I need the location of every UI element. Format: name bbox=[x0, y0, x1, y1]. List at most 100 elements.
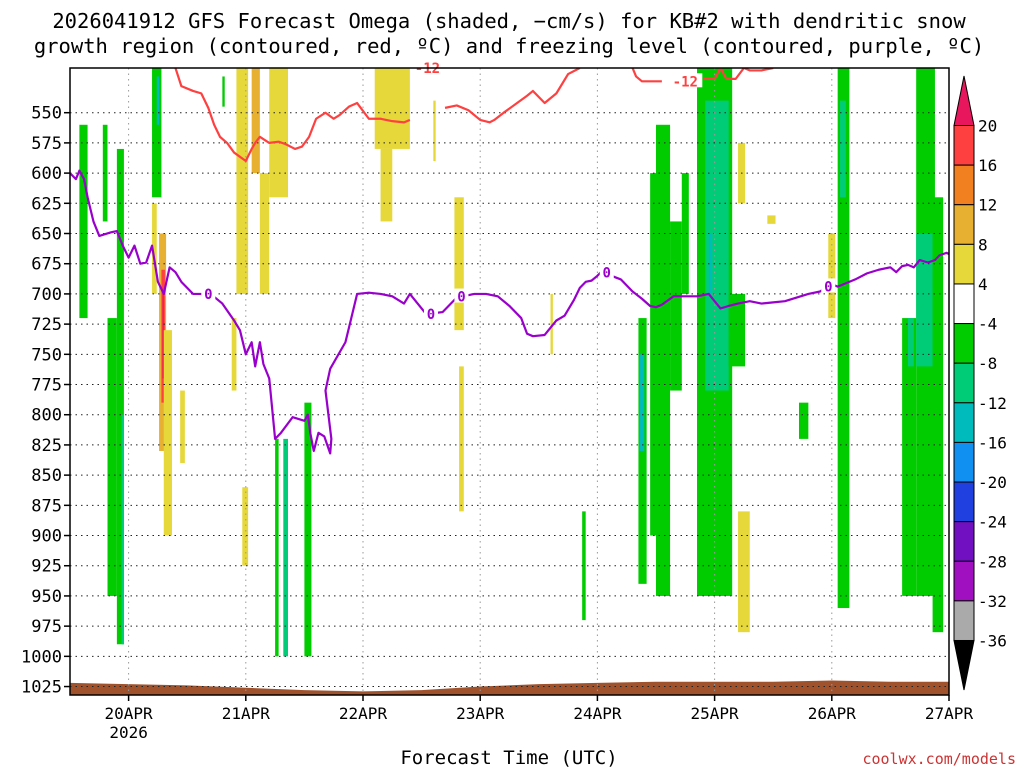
colorbar-label: 12 bbox=[978, 196, 997, 215]
contour-label-bg bbox=[668, 73, 703, 88]
colorbar-label: -36 bbox=[978, 631, 1007, 650]
contour-label-bg bbox=[423, 306, 438, 321]
y-tick-label: 575 bbox=[31, 134, 62, 154]
contour-label: 0 bbox=[204, 287, 212, 303]
y-tick-label: 750 bbox=[31, 345, 62, 365]
colorbar-label: -16 bbox=[978, 433, 1007, 452]
contour-label-bg bbox=[454, 288, 469, 303]
y-tick-label: 775 bbox=[31, 376, 62, 396]
omega-shade-cell bbox=[837, 68, 850, 609]
omega-shade-cell bbox=[840, 100, 846, 198]
colorbar-label: -28 bbox=[978, 552, 1007, 571]
omega-shade-cell bbox=[251, 68, 260, 174]
contour-label: -12 bbox=[673, 74, 698, 90]
omega-shade-cell bbox=[102, 124, 108, 222]
omega-shade-cell bbox=[152, 203, 157, 294]
omega-shading bbox=[79, 68, 944, 657]
x-tick-label: 27APR bbox=[925, 704, 974, 723]
contour-label-bg bbox=[410, 60, 445, 74]
y-tick-label: 825 bbox=[31, 436, 62, 456]
omega-shade-cell bbox=[304, 402, 312, 657]
omega-shade-cell bbox=[231, 318, 237, 391]
y-tick-label: 900 bbox=[31, 527, 62, 547]
omega-shade-cell bbox=[454, 197, 464, 331]
colorbar-label: 20 bbox=[978, 117, 997, 136]
x-tick-label: 24APR bbox=[573, 704, 622, 723]
omega-shade-cell bbox=[639, 354, 645, 451]
omega-shade-cell bbox=[107, 318, 117, 596]
omega-shade-cell bbox=[180, 390, 185, 464]
colorbar-label: -24 bbox=[978, 513, 1007, 532]
omega-shade-cell bbox=[162, 293, 164, 379]
colorbar-bottom-triangle bbox=[953, 639, 975, 691]
omega-shade-cell bbox=[152, 68, 162, 198]
colorbar-segment bbox=[953, 521, 975, 562]
x-tick-label: 22APR bbox=[339, 704, 388, 723]
y-tick-label: 675 bbox=[31, 255, 62, 275]
y-tick-label: 725 bbox=[31, 315, 62, 335]
omega-shade-cell bbox=[275, 438, 279, 657]
colorbar-segment bbox=[953, 362, 975, 404]
contours bbox=[70, 68, 949, 455]
contour-label: 0 bbox=[427, 307, 435, 323]
omega-shade-cell bbox=[283, 438, 288, 657]
contour-line bbox=[631, 68, 662, 83]
colorbar-segment bbox=[953, 164, 975, 206]
grid bbox=[70, 68, 950, 695]
x-tick-label: 20APR bbox=[105, 704, 154, 723]
omega-shade-cell bbox=[907, 318, 914, 367]
y-tick-label: 625 bbox=[31, 194, 62, 214]
omega-shade-cell bbox=[79, 124, 88, 319]
colorbar: 20 16 12 8 4 -4 -8 -12 -16 -20 -24 -28 -32 -36 bbox=[953, 75, 1007, 691]
terrain-fill bbox=[70, 680, 949, 695]
y-tick-label: 850 bbox=[31, 466, 62, 486]
y-tick-label: 925 bbox=[31, 557, 62, 577]
colorbar-label: -8 bbox=[978, 354, 997, 373]
omega-shade-cell bbox=[582, 511, 586, 621]
plot-frame bbox=[69, 67, 950, 696]
omega-shade-cell bbox=[459, 366, 464, 512]
omega-shade-cell bbox=[738, 511, 750, 633]
colorbar-label: -4 bbox=[978, 315, 997, 334]
omega-shade-cell bbox=[121, 414, 124, 645]
omega-shade-cell bbox=[550, 293, 553, 355]
y-tick-label: 800 bbox=[31, 406, 62, 426]
terrain-area bbox=[70, 680, 949, 695]
omega-shade-cell bbox=[380, 148, 393, 222]
omega-shade-cell bbox=[798, 402, 809, 439]
x-tick-label: 25APR bbox=[691, 704, 740, 723]
y-tick-label: 700 bbox=[31, 285, 62, 305]
omega-shade-cell bbox=[259, 173, 270, 294]
colorbar-segment bbox=[953, 125, 975, 166]
omega-shade-cell bbox=[116, 148, 124, 645]
colorbar-top-triangle bbox=[953, 75, 975, 127]
contour-line bbox=[444, 68, 581, 124]
omega-shade-cell bbox=[656, 124, 671, 596]
contour-label-bg bbox=[599, 264, 614, 279]
colorbar-segment bbox=[953, 283, 975, 325]
x-tick-sublabel: 2026 bbox=[109, 723, 148, 742]
y-tick-label: 650 bbox=[31, 225, 62, 245]
omega-shade-cell bbox=[222, 76, 225, 107]
contour-label-bg bbox=[201, 285, 216, 300]
y-tick-label: 600 bbox=[31, 164, 62, 184]
x-tick-label: 23APR bbox=[456, 704, 505, 723]
contour-label: 0 bbox=[603, 265, 611, 281]
y-tick-label: 975 bbox=[31, 617, 62, 637]
colorbar-segment bbox=[953, 402, 975, 443]
x-tick-label: 26APR bbox=[808, 704, 857, 723]
y-tick-label: 875 bbox=[31, 496, 62, 516]
omega-shade-cell bbox=[902, 318, 917, 596]
y-axis: 550 575 600 625 650 675 700 725 750 775 800 825 850 8… bbox=[21, 104, 70, 698]
colorbar-label: 8 bbox=[978, 235, 988, 254]
colorbar-label: -12 bbox=[978, 394, 1007, 413]
omega-shade-cell bbox=[374, 68, 410, 149]
omega-shade-cell bbox=[932, 197, 944, 633]
omega-shade-cell bbox=[767, 215, 776, 224]
omega-shade-cell bbox=[708, 233, 713, 294]
omega-shade-cell bbox=[728, 293, 746, 367]
contour-label-bg bbox=[821, 278, 836, 293]
omega-shade-cell bbox=[670, 221, 682, 391]
omega-shade-cell bbox=[916, 233, 933, 367]
